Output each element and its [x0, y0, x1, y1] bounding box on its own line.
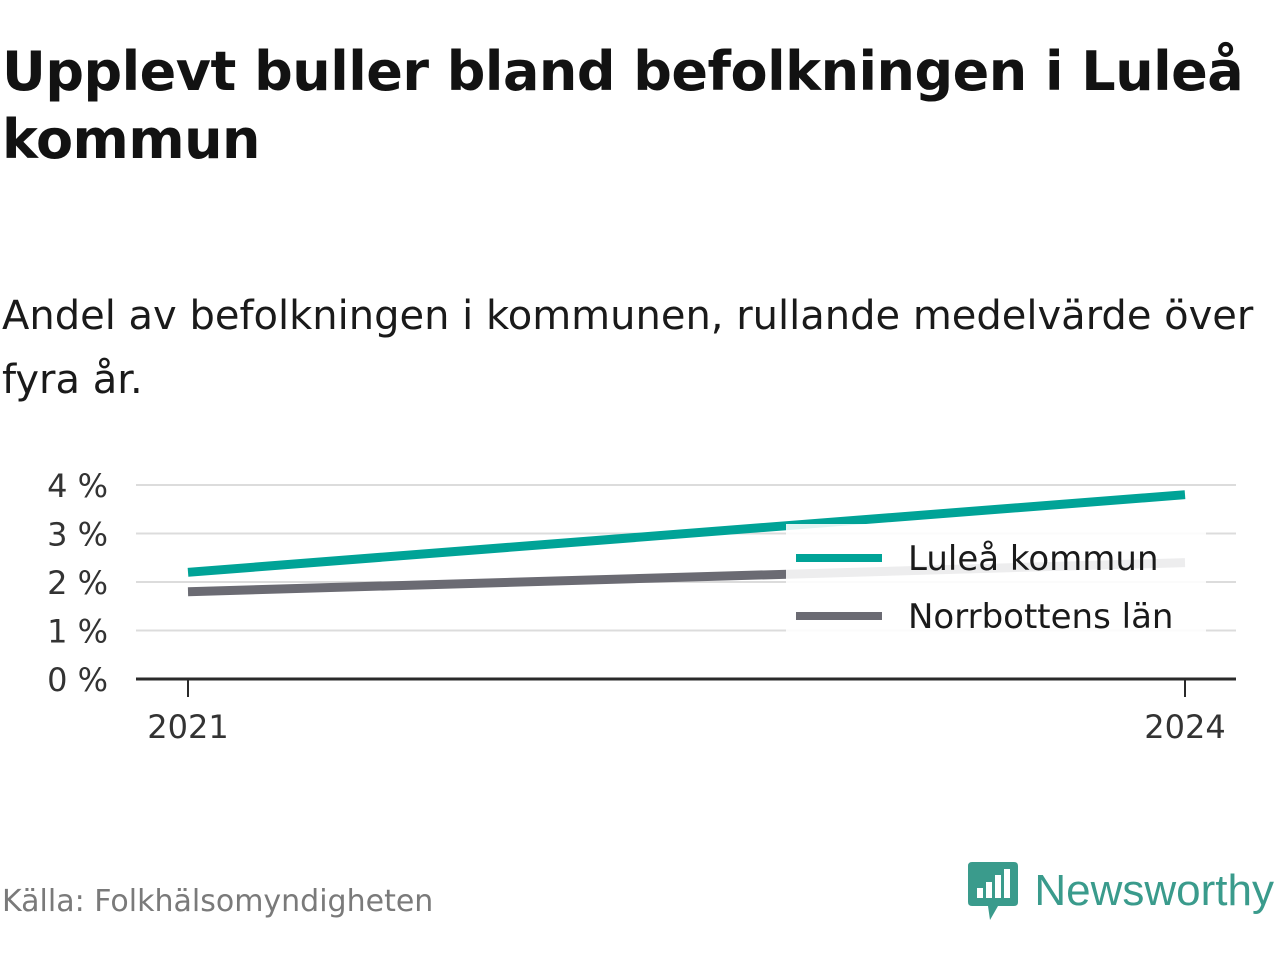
chart-title: Upplevt buller bland befolkningen i Lule… — [2, 40, 1244, 171]
legend-label: Norrbottens län — [908, 597, 1173, 637]
source-note: Källa: Folkhälsomyndigheten — [2, 884, 434, 919]
x-axis-ticks: 2021 2024 — [147, 679, 1226, 746]
brand-name: Newsworthy — [1034, 866, 1274, 915]
newsworthy-logo-icon — [968, 862, 1019, 920]
chart-subtitle: Andel av befolkningen i kommunen, rullan… — [2, 293, 1254, 403]
legend: Luleå kommun Norrbottens län — [786, 524, 1206, 637]
legend-label: Luleå kommun — [908, 539, 1159, 579]
y-tick-label: 2 % — [47, 564, 108, 602]
brand-logo: Newsworthy — [968, 862, 1274, 920]
series-line — [187, 490, 1186, 577]
x-tick-label: 2024 — [1144, 708, 1225, 746]
x-tick-label: 2021 — [147, 708, 228, 746]
y-axis-ticks: 0 % 1 % 2 % 3 % 4 % — [47, 467, 108, 699]
y-tick-label: 4 % — [47, 467, 108, 505]
y-tick-label: 0 % — [47, 661, 108, 699]
y-tick-label: 1 % — [47, 613, 108, 651]
y-tick-label: 3 % — [47, 516, 108, 554]
line-chart: 0 % 1 % 2 % 3 % 4 % 2021 2024 Luleå kommun Nor… — [47, 467, 1236, 746]
